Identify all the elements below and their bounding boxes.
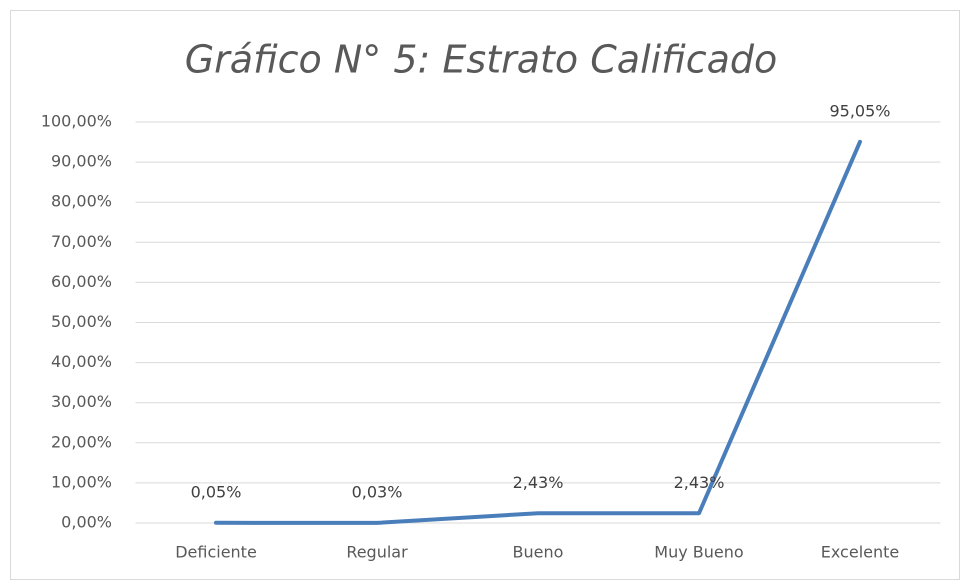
x-tick-label: Bueno	[513, 543, 564, 562]
data-line	[214, 139, 862, 525]
y-tick-label: 20,00%	[51, 432, 112, 451]
data-label: 0,05%	[191, 482, 242, 501]
data-label: 2,43%	[513, 473, 564, 492]
y-tick-label: 30,00%	[51, 392, 112, 411]
y-tick-label: 40,00%	[51, 352, 112, 371]
y-tick-label: 90,00%	[51, 152, 112, 171]
data-label: 0,03%	[352, 482, 403, 501]
chart-border	[10, 10, 960, 580]
x-tick-label: Muy Bueno	[654, 543, 743, 562]
data-label: 95,05%	[829, 101, 890, 120]
x-tick-label: Excelente	[821, 543, 899, 562]
y-tick-label: 80,00%	[51, 192, 112, 211]
y-tick-label: 70,00%	[51, 232, 112, 251]
x-tick-label: Deficiente	[175, 543, 257, 562]
y-tick-label: 50,00%	[51, 312, 112, 331]
data-label: 2,43%	[674, 473, 725, 492]
x-tick-label: Regular	[346, 543, 408, 562]
chart-title: Gráfico N° 5: Estrato Calificado	[185, 38, 778, 82]
y-tick-label: 100,00%	[41, 112, 112, 131]
y-tick-label: 0,00%	[61, 513, 112, 532]
y-tick-label: 10,00%	[51, 472, 112, 491]
y-tick-label: 60,00%	[51, 272, 112, 291]
